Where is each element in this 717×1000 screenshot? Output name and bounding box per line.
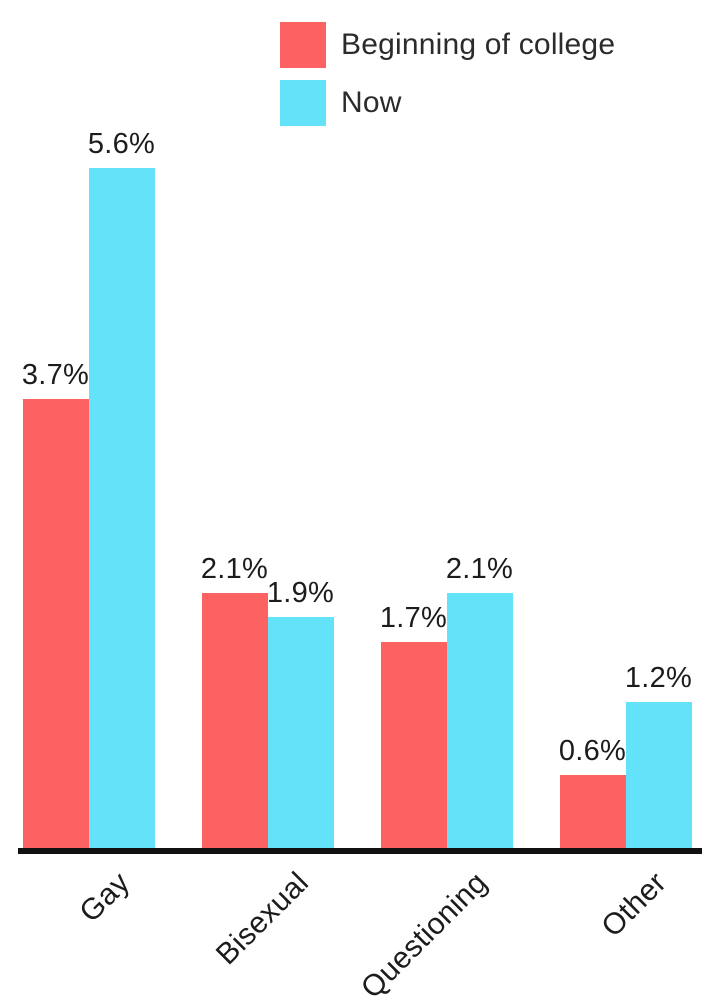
value-label-questioning-beginning: 1.7% [379,602,448,634]
value-label-other-now: 1.2% [624,662,693,694]
legend-item-beginning-of-college: Beginning of college [280,22,615,68]
category-label-questioning: Questioning [354,866,494,1000]
category-label-bisexual: Bisexual [209,866,315,972]
x-axis-line [18,848,702,854]
value-label-gay-beginning: 3.7% [21,359,90,391]
legend-label-beginning-of-college: Beginning of college [341,28,616,61]
category-label-gay: Gay [72,866,136,929]
value-label-gay-now: 5.6% [87,128,156,160]
legend-label-now: Now [341,86,402,119]
bar-other-now [625,702,692,848]
bar-other-beginning [559,775,626,848]
legend-swatch-beginning-of-college [280,22,326,68]
bar-questioning-now [446,593,513,848]
value-label-questioning-now: 2.1% [445,553,514,585]
legend-item-now: Now [280,80,615,126]
value-label-bisexual-beginning: 2.1% [200,553,269,585]
bar-questioning-beginning [380,642,447,848]
bar-bisexual-beginning [201,593,268,848]
bar-gay-now [88,168,155,848]
bar-bisexual-now [267,617,334,848]
category-label-other: Other [595,866,673,944]
value-label-other-beginning: 0.6% [558,735,627,767]
legend-swatch-now [280,80,326,126]
legend: Beginning of college Now [280,22,615,138]
bar-gay-beginning [22,399,89,848]
value-label-bisexual-now: 1.9% [266,577,335,609]
